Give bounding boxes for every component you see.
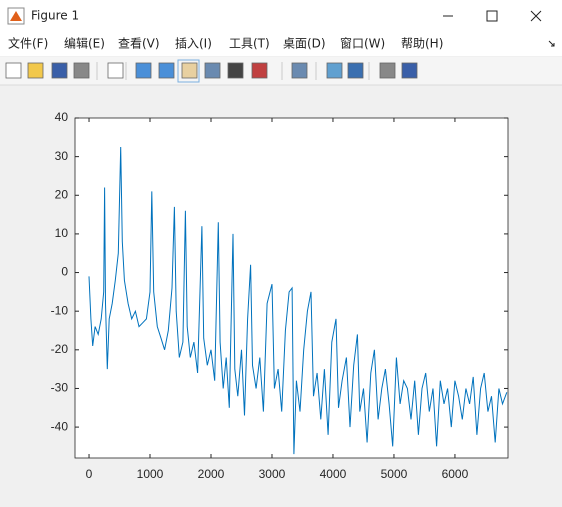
menu-item[interactable]: 文件(F) bbox=[8, 36, 48, 51]
menu-item[interactable]: 插入(I) bbox=[175, 37, 212, 51]
active-tool bbox=[177, 59, 200, 83]
x-tick-label: 2000 bbox=[198, 467, 225, 481]
x-tick-label: 3000 bbox=[259, 467, 286, 481]
y-tick-label: -30 bbox=[51, 381, 69, 395]
y-tick-label: -10 bbox=[51, 303, 69, 317]
menu-item[interactable]: 帮助(H) bbox=[401, 37, 443, 51]
y-tick-label: -40 bbox=[51, 419, 69, 433]
toolbar bbox=[0, 57, 562, 85]
window-title: Figure 1 bbox=[31, 9, 79, 23]
toolbar-button[interactable] bbox=[73, 62, 90, 79]
axes-box bbox=[74, 117, 509, 459]
menu-item[interactable]: 工具(T) bbox=[229, 37, 270, 51]
toolbar-button[interactable] bbox=[181, 62, 198, 79]
toolbar-button[interactable] bbox=[326, 62, 343, 79]
axes: -40 -30 -20 -10 0 10 20 30 40 0 1000 2000 3000 4000 50… bbox=[51, 110, 509, 481]
menu-item[interactable]: 查看(V) bbox=[118, 37, 160, 51]
toolbar-button[interactable] bbox=[291, 62, 308, 79]
title-bar bbox=[0, 0, 562, 32]
signal-line bbox=[88, 146, 508, 455]
toolbar-button[interactable] bbox=[51, 62, 68, 79]
y-tick-label: -20 bbox=[51, 342, 69, 356]
toolbar-buttons bbox=[5, 59, 418, 83]
y-tick-label: 40 bbox=[55, 110, 69, 124]
app-icon bbox=[7, 7, 25, 25]
y-tick-label: 20 bbox=[55, 187, 69, 201]
toolbar-button[interactable] bbox=[347, 62, 364, 79]
toolbar-button[interactable] bbox=[251, 62, 268, 79]
toolbar-button[interactable] bbox=[135, 62, 152, 79]
close-button[interactable] bbox=[530, 10, 542, 22]
menu-arrow[interactable] bbox=[548, 40, 555, 47]
toolbar-button[interactable] bbox=[27, 62, 44, 79]
x-tick-label: 4000 bbox=[320, 467, 347, 481]
toolbar-button[interactable] bbox=[5, 62, 22, 79]
toolbar-button[interactable] bbox=[227, 62, 244, 79]
toolbar-button[interactable] bbox=[158, 62, 175, 79]
toolbar-button[interactable] bbox=[204, 62, 221, 79]
maximize-button[interactable] bbox=[486, 10, 498, 22]
y-tick-label: 0 bbox=[61, 265, 68, 279]
x-tick-label: 1000 bbox=[137, 467, 164, 481]
menu-item[interactable]: 桌面(D) bbox=[283, 37, 326, 51]
x-tick-label: 5000 bbox=[381, 467, 408, 481]
menu-item[interactable]: 编辑(E) bbox=[64, 36, 105, 51]
toolbar-button[interactable] bbox=[401, 62, 418, 79]
y-tick-label: 10 bbox=[55, 226, 69, 240]
toolbar-button[interactable] bbox=[379, 62, 396, 79]
x-tick-label: 6000 bbox=[442, 467, 469, 481]
toolbar-button[interactable] bbox=[107, 62, 124, 79]
menu-items: 文件(F) 编辑(E) 查看(V) 插入(I) 工具(T) 桌面(D) 窗口(W) 帮助(H) bbox=[8, 36, 443, 51]
menu-bar bbox=[0, 32, 562, 56]
x-tick-label: 0 bbox=[86, 467, 93, 481]
y-tick-label: 30 bbox=[55, 149, 69, 163]
menu-item[interactable]: 窗口(W) bbox=[340, 37, 385, 51]
